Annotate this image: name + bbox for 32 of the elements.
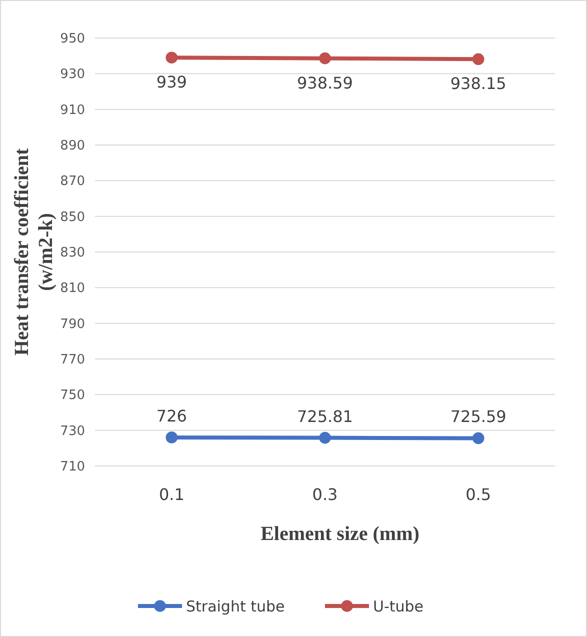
y-axis-title: Heat transfer coefficient (w/m2-k) [11,148,57,356]
legend-label: U-tube [373,597,424,616]
y-tick-label: 790 [60,316,85,332]
y-tick-label: 950 [60,32,85,47]
point [319,52,331,64]
y-tick-label: 870 [60,174,85,190]
legend-label: Straight tube [186,597,285,616]
x-tick-label: 0.5 [466,485,492,504]
data-label: 938.15 [450,74,506,94]
point [472,432,484,444]
data-label: 726 [156,406,187,426]
point [319,432,331,444]
y-tick-label: 850 [60,210,85,225]
data-label: 725.59 [450,407,506,426]
y-tick-label: 810 [60,281,85,296]
y-tick-label: 710 [60,460,85,475]
y-tick-label: 830 [60,246,85,261]
y-tick-label: 930 [60,67,85,82]
point [472,53,484,66]
y-tick-label: 770 [60,352,85,368]
y-tick-label: 890 [60,138,85,154]
y-tick-label: 730 [60,424,85,439]
point [166,52,178,64]
y-tick-label: 910 [60,102,85,118]
x-axis-title: Element size (mm) [260,523,420,545]
x-tick-label: 0.3 [312,485,338,504]
x-tick-label: 0.1 [158,485,184,504]
point [166,432,178,444]
y-tick-label: 750 [60,388,85,404]
data-label: 939 [156,72,187,92]
data-label: 938.59 [297,73,353,92]
data-label: 725.81 [297,406,353,426]
